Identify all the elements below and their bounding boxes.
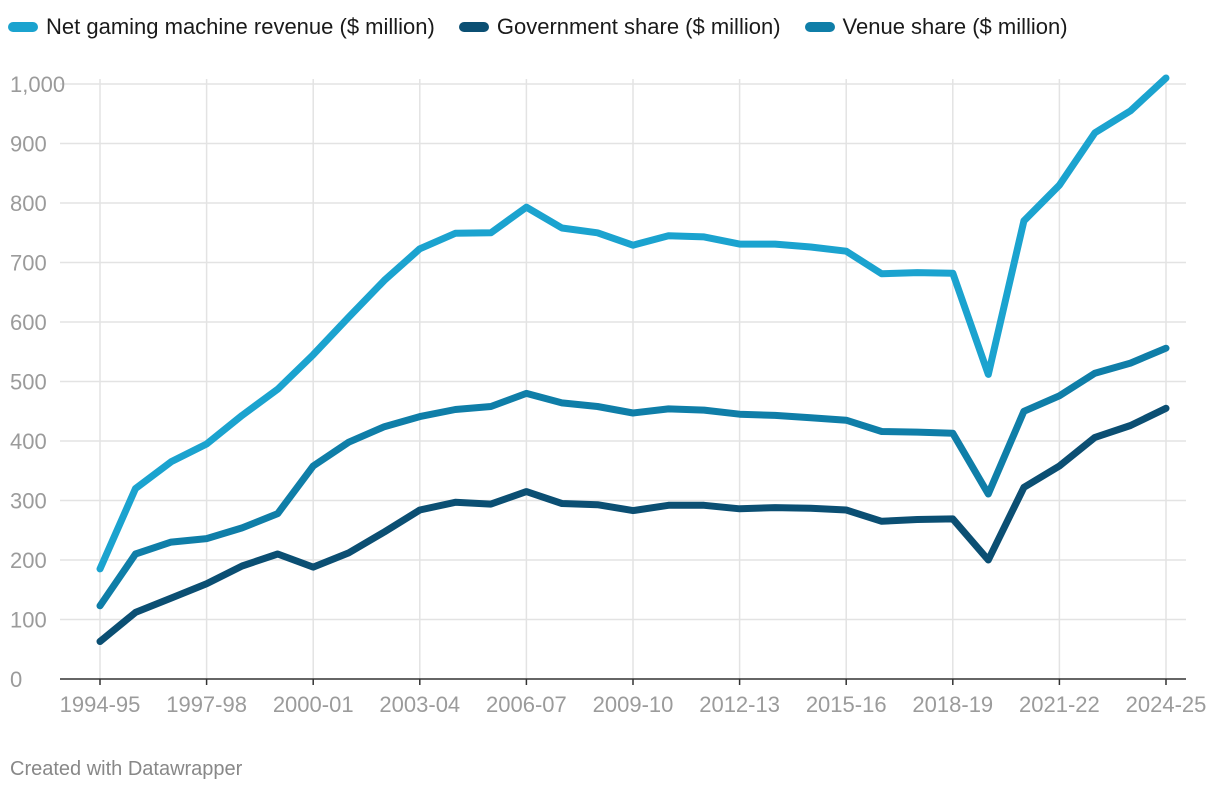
y-tick-label-300: 300 xyxy=(10,489,47,514)
y-tick-label-1000: 1,000 xyxy=(10,72,65,97)
y-tick-label-500: 500 xyxy=(10,370,47,395)
y-tick-label-900: 900 xyxy=(10,132,47,157)
x-tick-label-2021-22: 2021-22 xyxy=(1019,692,1100,717)
datawrapper-credit: Created with Datawrapper xyxy=(10,758,243,780)
x-tick-label-2018-19: 2018-19 xyxy=(912,692,993,717)
legend-label-net-revenue: Net gaming machine revenue ($ million) xyxy=(46,14,435,39)
x-tick-label-2009-10: 2009-10 xyxy=(593,692,674,717)
x-tick-label-2024-25: 2024-25 xyxy=(1126,692,1207,717)
x-tick-label-1994-95: 1994-95 xyxy=(60,692,141,717)
y-tick-label-700: 700 xyxy=(10,251,47,276)
legend-label-government-share: Government share ($ million) xyxy=(496,14,781,39)
x-tick-label-2012-13: 2012-13 xyxy=(699,692,780,717)
x-tick-label-2006-07: 2006-07 xyxy=(486,692,567,717)
y-tick-label-0: 0 xyxy=(10,667,22,692)
legend-swatch-venue-share xyxy=(804,22,835,32)
y-tick-label-600: 600 xyxy=(10,310,47,335)
y-tick-label-100: 100 xyxy=(10,608,47,633)
gridlines xyxy=(60,79,1186,679)
x-tick-label-2003-04: 2003-04 xyxy=(379,692,460,717)
legend-swatch-government-share xyxy=(458,22,489,32)
legend-swatch-net-revenue xyxy=(8,22,38,32)
x-tick-label-1997-98: 1997-98 xyxy=(166,692,247,717)
x-tick-label-2000-01: 2000-01 xyxy=(273,692,354,717)
legend-item-venue-share: Venue share ($ million) xyxy=(804,14,1068,40)
series-line-net-revenue xyxy=(96,74,1170,573)
axes: 0 100 200 300 400 500 600 700 800 900 1,000 1994-95… xyxy=(10,72,1206,717)
y-tick-label-400: 400 xyxy=(10,429,47,454)
series-line-venue-share xyxy=(96,344,1170,610)
y-tick-label-200: 200 xyxy=(10,548,47,573)
series-lines xyxy=(96,74,1170,645)
legend-item-government-share: Government share ($ million) xyxy=(458,14,781,40)
legend: Net gaming machine revenue ($ million) G… xyxy=(8,14,1068,40)
legend-label-venue-share: Venue share ($ million) xyxy=(842,14,1068,39)
x-tick-label-2015-16: 2015-16 xyxy=(806,692,887,717)
legend-item-net-revenue: Net gaming machine revenue ($ million) xyxy=(8,14,435,40)
series-line-government-share xyxy=(96,404,1170,645)
y-tick-label-800: 800 xyxy=(10,191,47,216)
